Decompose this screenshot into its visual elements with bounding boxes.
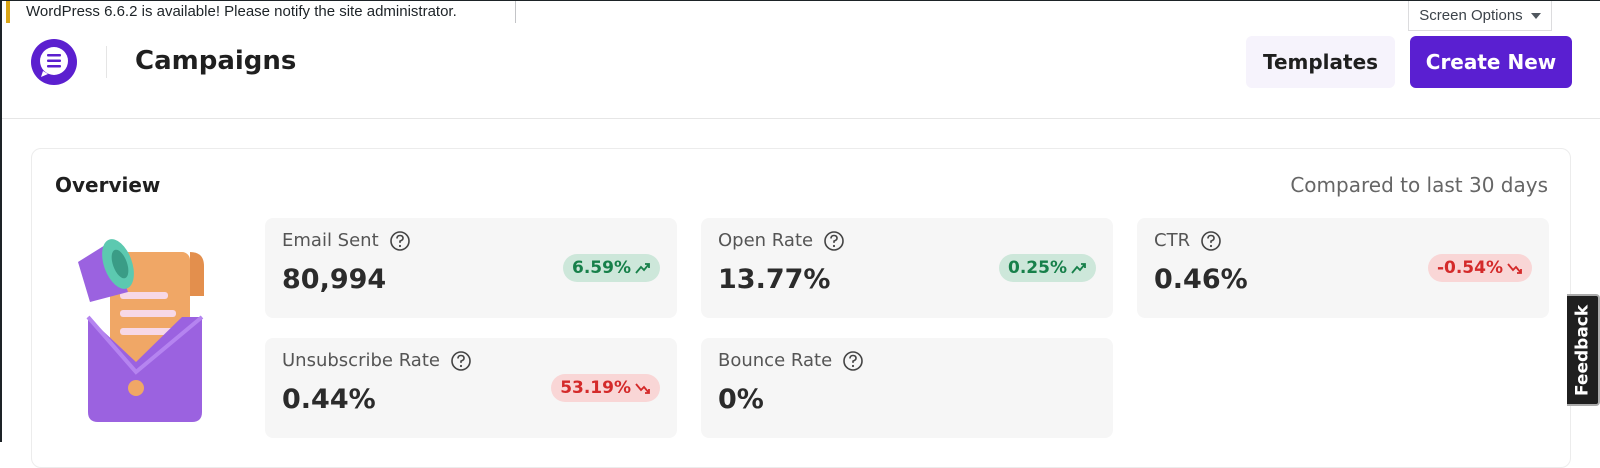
metric-label-row: Open Rate [718,228,845,254]
metric-label: Email Sent [282,230,379,251]
illustration [78,239,204,422]
help-circle [1201,231,1221,251]
change-badge: 6.59% [563,254,660,282]
update-notice: WordPress 6.6.2 is available! Please not… [6,1,516,23]
trend-arrow [635,383,650,394]
trend-icon [635,263,650,274]
help-mark [457,354,465,363]
templates-button[interactable]: Templates [1246,36,1395,88]
help-icon [843,351,863,371]
dropdown-arrow [1530,12,1541,19]
metric-label: Open Rate [718,230,814,251]
page-title: Campaigns [135,46,297,76]
feedback-tab[interactable]: Feedback [1567,294,1600,406]
metric-card: Email Sent 80,994 6.59% [265,218,677,318]
metric-value: 0.46% [1154,264,1248,295]
help-dot [832,244,836,248]
help-dot [459,364,463,368]
screen-options[interactable]: Screen Options [1408,1,1552,31]
change-value: 0.25% [1008,258,1067,278]
help-icon [389,231,410,251]
help-mark [395,234,404,243]
change-value: 53.19% [560,378,631,398]
help-dot [1209,244,1213,248]
change-value: 6.59% [572,258,631,278]
change-badge: -0.54% [1427,254,1532,282]
metric-card: Unsubscribe Rate 0.44% 53.19% [265,338,677,438]
trend-arrow [1507,263,1522,274]
logo [31,39,77,85]
help-mark [849,354,857,363]
overview-title: Overview [55,173,161,197]
metric-value: 13.77% [718,264,831,295]
help-circle [451,351,471,371]
metric-value: 0% [718,384,764,415]
metric-label: CTR [1154,230,1191,251]
metric-card: Bounce Rate 0% [701,338,1113,438]
trend-icon [1071,263,1086,274]
metrics-grid: Email Sent 80,994 6.59% Open Rate 13.77% 0.25… [265,218,1549,438]
help-dot [398,244,401,248]
help-mark [1207,234,1215,243]
help-dot [852,364,855,368]
change-badge: 0.25% [999,254,1096,282]
create-new-button[interactable]: Create New [1410,36,1572,88]
trend-icon [635,383,650,394]
metric-value: 0.44% [282,384,376,415]
trend-arrow [635,263,650,274]
divider [2,118,1600,119]
separator [106,46,107,78]
top-border [0,0,1600,1]
metric-card: CTR 0.46% -0.54% [1137,218,1549,318]
change-badge: 53.19% [551,374,660,402]
screen-options-label: Screen Options [1419,7,1523,24]
metric-label-row: Email Sent [282,228,411,254]
metric-label: Bounce Rate [718,350,833,371]
help-mark [830,234,838,243]
help-icon [451,351,471,371]
comparison-note: Compared to last 30 days [1290,173,1548,197]
help-icon [1201,231,1221,251]
trend-arrow [1071,263,1086,274]
help-circle [389,231,410,251]
metric-label-row: CTR [1154,228,1222,254]
metric-label-row: Unsubscribe Rate [282,348,472,374]
change-value: -0.54% [1436,258,1503,278]
help-circle [824,231,844,251]
trend-icon [1507,263,1522,274]
metric-label-row: Bounce Rate [718,348,864,374]
metric-value: 80,994 [282,264,387,295]
help-circle [843,351,863,371]
help-icon [824,231,844,251]
metric-label: Unsubscribe Rate [282,350,440,371]
metric-card: Open Rate 13.77% 0.25% [701,218,1113,318]
admin-edge [0,0,2,442]
